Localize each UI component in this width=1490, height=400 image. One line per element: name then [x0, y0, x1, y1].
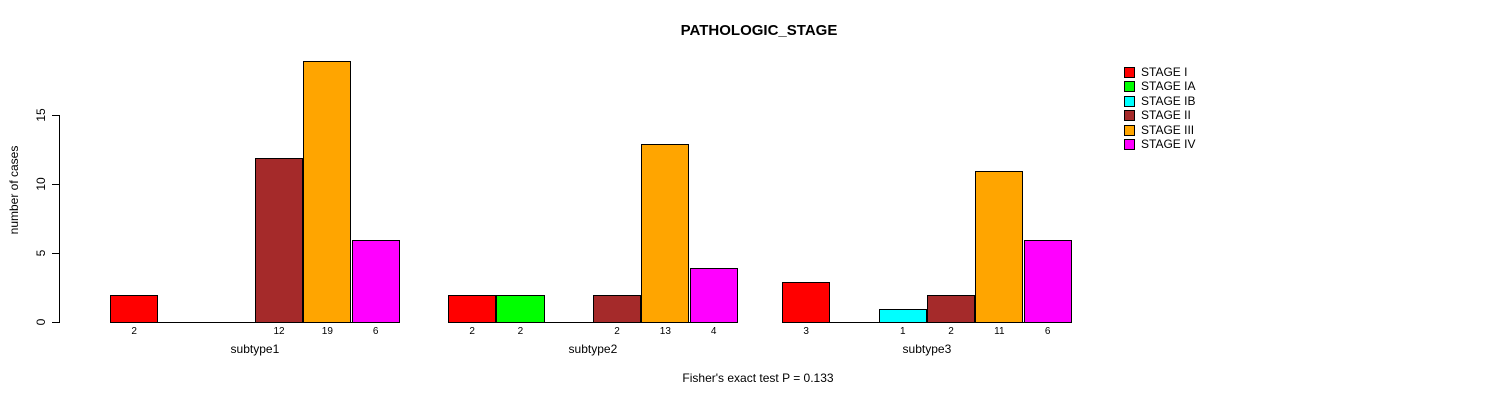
legend-swatch-stage-ia [1124, 81, 1135, 93]
bar-value-label: 2 [517, 326, 524, 337]
bar-subtype3-stage-iii [975, 171, 1024, 323]
y-axis-tick-label: 5 [34, 249, 48, 257]
legend-item: STAGE II [1124, 108, 1195, 123]
y-axis-tick [52, 184, 59, 186]
chart-footnote: Fisher's exact test P = 0.133 [682, 371, 834, 385]
y-axis-line [59, 115, 60, 323]
bar-subtype1-stage-iii [303, 61, 352, 323]
bar-subtype3-stage-ii [926, 295, 976, 323]
bar-value-label: 3 [803, 326, 809, 337]
y-axis-tick-label: 10 [34, 177, 48, 191]
legend-swatch-stage-ii [1124, 110, 1135, 122]
legend-item: STAGE III [1124, 122, 1195, 137]
legend-label: STAGE II [1141, 108, 1191, 123]
bar-value-label: 6 [372, 326, 379, 337]
category-label-subtype2: subtype2 [568, 342, 618, 356]
bar-subtype1-stage-iv [351, 240, 400, 323]
bar-subtype2-stage-iii [641, 143, 690, 323]
bar-value-label: 4 [710, 326, 717, 337]
legend-label: STAGE IA [1141, 79, 1196, 94]
legend-item: STAGE IA [1124, 79, 1196, 94]
bar-subtype3-stage-iv [1023, 240, 1072, 323]
bar-subtype2-stage-ia [496, 295, 545, 323]
bar-value-label: 2 [131, 326, 137, 337]
bar-value-label: 1 [899, 326, 906, 337]
legend-swatch-stage-iii [1124, 124, 1135, 136]
legend-swatch-stage-ib [1124, 95, 1135, 107]
bar-subtype2-stage-ii [592, 295, 642, 323]
bar-value-label: 13 [659, 326, 671, 337]
bar-value-label: 11 [994, 326, 1005, 337]
y-axis-tick [52, 115, 59, 117]
legend-item: STAGE IV [1124, 136, 1196, 151]
y-axis-tick [52, 322, 59, 323]
y-axis-tick-label: 15 [34, 108, 48, 122]
bar-value-label: 2 [469, 326, 475, 337]
bar-value-label: 19 [321, 326, 333, 337]
legend-swatch-stage-i [1124, 67, 1135, 78]
category-label-subtype1: subtype1 [230, 342, 280, 356]
legend-label: STAGE I [1141, 65, 1188, 79]
y-axis-tick-label: 0 [34, 318, 48, 326]
category-label-subtype3: subtype3 [902, 342, 952, 356]
bar-value-label: 12 [273, 326, 285, 337]
bar-subtype1-stage-ii [254, 157, 304, 323]
bar-subtype3-stage-ib [878, 309, 927, 323]
y-axis-tick [52, 253, 59, 255]
chart-title: PATHOLOGIC_STAGE [680, 22, 838, 39]
legend-label: STAGE IB [1141, 93, 1196, 108]
bar-value-label: 2 [614, 326, 620, 337]
bar-subtype1-stage-i [110, 295, 159, 323]
legend-label: STAGE III [1141, 122, 1195, 137]
bar-subtype3-stage-i [782, 281, 831, 323]
bar-value-label: 2 [948, 326, 954, 337]
bar-subtype2-stage-i [448, 295, 497, 323]
bar-subtype2-stage-iv [689, 267, 738, 323]
legend-label: STAGE IV [1141, 136, 1196, 151]
legend-item: STAGE I [1124, 65, 1195, 79]
bar-value-label: 6 [1044, 326, 1051, 337]
legend-swatch-stage-iv [1124, 138, 1135, 150]
legend: STAGE I STAGE IA STAGE IB STAGE II STAGE III… [1124, 65, 1196, 153]
legend-item: STAGE IB [1124, 93, 1196, 108]
